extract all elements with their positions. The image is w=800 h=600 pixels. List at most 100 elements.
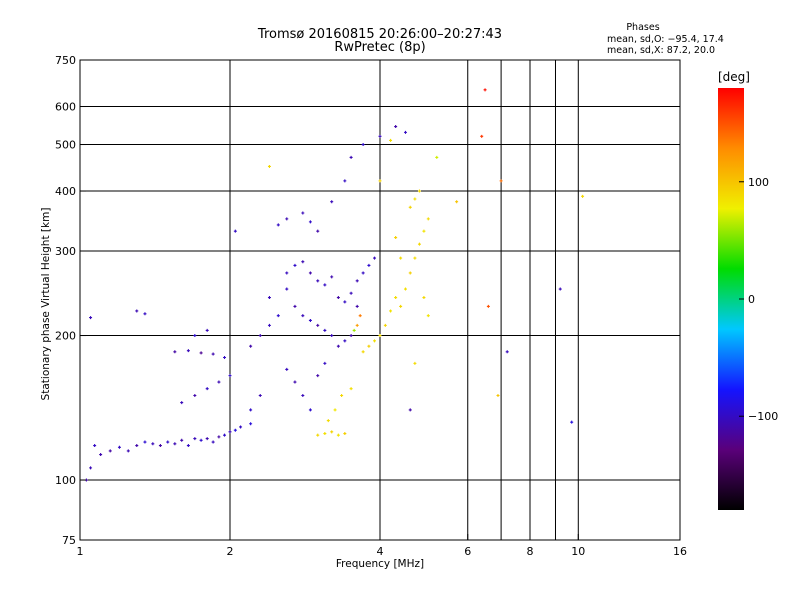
o-mode-point — [355, 279, 359, 283]
o-mode-point — [199, 438, 203, 442]
o-mode-point — [180, 401, 184, 405]
o-mode-point — [143, 312, 147, 316]
colorbar-label: [deg] — [718, 70, 750, 84]
x-mode-point — [389, 138, 393, 142]
o-mode-point — [223, 355, 227, 359]
x-mode-point — [399, 304, 403, 308]
o-mode-point — [343, 300, 347, 304]
o-mode-point — [180, 438, 184, 442]
x-tick-label: 8 — [527, 545, 534, 558]
x-mode-point — [330, 430, 334, 434]
o-mode-point — [228, 374, 232, 378]
x-tick-label: 4 — [377, 545, 384, 558]
o-mode-point — [193, 334, 197, 338]
x-mode-point — [373, 339, 377, 343]
o-mode-point — [349, 155, 353, 159]
o-mode-point — [301, 314, 305, 318]
x-mode-point — [394, 236, 398, 240]
o-mode-point — [301, 394, 305, 398]
o-mode-point — [301, 260, 305, 264]
phase-stats-title: Phases — [626, 22, 660, 33]
o-mode-point — [135, 444, 139, 448]
y-tick-label: 400 — [55, 185, 76, 198]
chart-subtitle: RwPretec (8p) — [334, 40, 426, 55]
o-mode-point — [323, 361, 327, 365]
x-mode-point — [323, 432, 327, 436]
x-mode-point — [480, 134, 484, 138]
x-mode-point — [426, 217, 430, 221]
o-mode-point — [228, 430, 232, 434]
o-mode-point — [343, 339, 347, 343]
x-mode-point — [408, 271, 412, 275]
y-tick-label: 300 — [55, 245, 76, 258]
x-mode-point — [408, 205, 412, 209]
grid-lines — [79, 60, 681, 540]
colorbar-tick-label: 0 — [748, 293, 755, 306]
o-mode-point — [99, 453, 103, 457]
o-mode-point — [217, 380, 221, 384]
o-mode-point — [135, 309, 139, 313]
colorbar-tick-label: 100 — [748, 176, 769, 189]
o-mode-point — [285, 217, 289, 221]
o-mode-point — [323, 283, 327, 287]
x-mode-point — [267, 164, 271, 168]
y-tick-label: 750 — [55, 54, 76, 67]
o-mode-point — [316, 374, 320, 378]
y-tick-label: 100 — [55, 474, 76, 487]
o-mode-point — [267, 323, 271, 327]
x-mode-point — [426, 314, 430, 318]
o-mode-point — [108, 449, 112, 453]
o-mode-point — [117, 445, 121, 449]
o-mode-point — [276, 223, 280, 227]
o-mode-point — [151, 442, 155, 446]
o-mode-point — [323, 328, 327, 332]
x-tick-label: 1 — [77, 545, 84, 558]
x-mode-point — [389, 309, 393, 313]
x-mode-point — [413, 361, 417, 365]
o-mode-point — [293, 304, 297, 308]
x-mode-point — [355, 323, 359, 327]
x-mode-point — [361, 350, 365, 354]
o-mode-point — [211, 352, 215, 356]
x-mode-point — [413, 256, 417, 260]
x-mode-point — [417, 189, 421, 193]
o-mode-point — [403, 130, 407, 134]
o-mode-point — [316, 323, 320, 327]
o-mode-point — [158, 444, 162, 448]
o-mode-point — [570, 420, 574, 424]
x-mode-point — [326, 419, 330, 423]
x-mode-point — [349, 387, 353, 391]
o-mode-point — [249, 408, 253, 412]
o-mode-point — [93, 444, 97, 448]
chart-title: Tromsø 20160815 20:26:00–20:27:43 — [257, 27, 503, 42]
o-mode-point — [205, 387, 209, 391]
y-tick-label: 600 — [55, 101, 76, 114]
x-mode-point — [394, 296, 398, 300]
x-mode-point — [340, 394, 344, 398]
o-mode-point — [89, 466, 93, 470]
x-mode-point — [343, 432, 347, 436]
x-mode-point — [483, 88, 487, 92]
o-mode-point — [249, 344, 253, 348]
o-mode-point — [373, 256, 377, 260]
y-tick-label: 200 — [55, 330, 76, 343]
colorbar-tick-label: −100 — [748, 410, 778, 423]
o-mode-point — [205, 437, 209, 441]
o-mode-point — [349, 291, 353, 295]
o-mode-point — [361, 143, 365, 147]
x-mode-point — [435, 155, 439, 159]
o-mode-point — [361, 271, 365, 275]
o-mode-point — [258, 334, 262, 338]
x-mode-point — [499, 179, 503, 183]
x-mode-point — [352, 328, 356, 332]
o-mode-point — [330, 334, 334, 338]
x-tick-label: 2 — [227, 545, 234, 558]
x-mode-point — [367, 344, 371, 348]
o-mode-point — [233, 428, 237, 432]
o-mode-point — [308, 318, 312, 322]
o-mode-point — [330, 275, 334, 279]
o-mode-point — [126, 449, 130, 453]
phase-stats-x-mode: mean, sd,X: 87.2, 20.0 — [607, 45, 716, 56]
x-mode-point — [378, 334, 382, 338]
o-mode-point — [316, 229, 320, 233]
